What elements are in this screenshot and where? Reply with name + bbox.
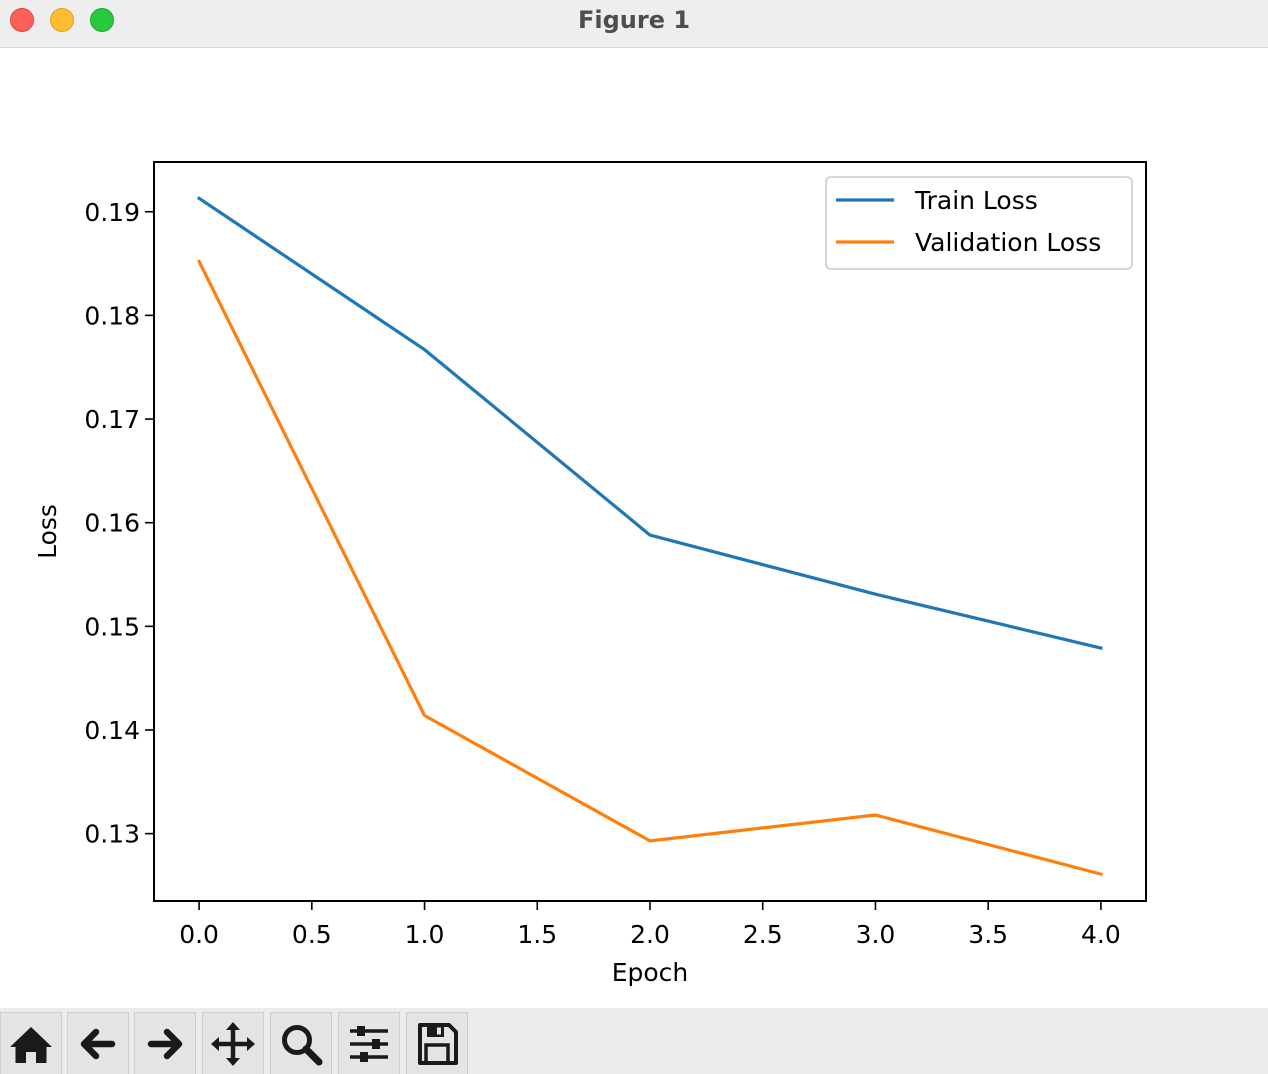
pan-button[interactable]	[202, 1012, 264, 1074]
save-button[interactable]	[406, 1012, 468, 1074]
y-tick-label: 0.16	[84, 509, 140, 538]
y-tick-label: 0.14	[84, 716, 140, 745]
plot-axes-frame	[153, 161, 1147, 902]
series-line-2	[196, 259, 1103, 877]
y-axis-label: Loss	[33, 504, 62, 559]
x-tick-label: 3.5	[968, 920, 1008, 949]
y-tick-label: 0.17	[84, 405, 140, 434]
figure-canvas: 0.0 0.5 1.0 1.5 2.0 2.5 3.0 3.5 4.0 0.13 0.14 0.15 0…	[33, 161, 1147, 987]
x-tick-label: 1.0	[405, 920, 445, 949]
legend-label: Train Loss	[914, 186, 1038, 215]
series-line-1	[196, 196, 1103, 651]
x-tick-label: 1.5	[517, 920, 557, 949]
maximize-window-button[interactable]	[90, 8, 114, 32]
zoom-magnifier-icon	[282, 1024, 323, 1065]
x-tick-label: 3.0	[856, 920, 896, 949]
x-tick-label: 2.5	[743, 920, 783, 949]
close-window-button[interactable]	[10, 8, 34, 32]
back-button[interactable]	[67, 1012, 129, 1074]
window-title: Figure 1	[577, 6, 691, 34]
home-icon	[10, 1026, 52, 1063]
y-tick-label: 0.18	[84, 301, 140, 330]
legend-label: Validation Loss	[915, 228, 1101, 257]
configure-subplots-button[interactable]	[338, 1012, 400, 1074]
x-tick-label: 2.0	[630, 920, 670, 949]
minimize-window-button[interactable]	[50, 8, 74, 32]
configure-subplots-icon	[350, 1025, 388, 1062]
y-tick-label: 0.13	[84, 820, 140, 849]
x-tick-label: 0.5	[292, 920, 332, 949]
x-axis-label: Epoch	[612, 958, 689, 987]
save-floppy-icon	[418, 1022, 458, 1065]
y-tick-label: 0.19	[84, 198, 140, 227]
x-tick-label: 0.0	[179, 920, 219, 949]
forward-button[interactable]	[134, 1012, 196, 1074]
x-tick-label: 4.0	[1081, 920, 1121, 949]
pan-move-icon	[211, 1021, 255, 1066]
window-titlebar: Figure 1	[0, 0, 1268, 48]
zoom-button[interactable]	[270, 1012, 332, 1074]
legend-box	[825, 176, 1133, 270]
back-arrow-icon	[80, 1028, 116, 1059]
navigation-toolbar	[0, 1008, 1268, 1074]
home-button[interactable]	[0, 1012, 62, 1074]
y-tick-label: 0.15	[84, 612, 140, 641]
forward-arrow-icon	[147, 1028, 183, 1059]
